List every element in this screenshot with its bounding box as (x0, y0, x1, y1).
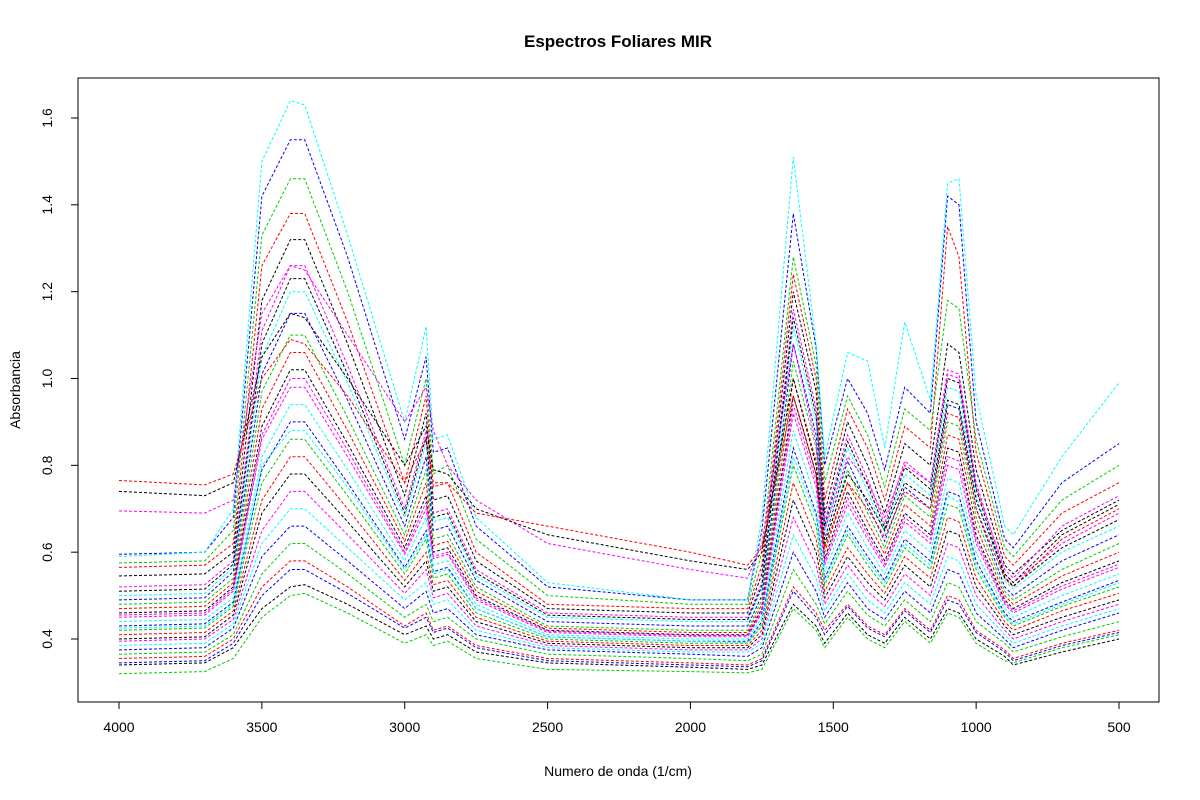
y-tick-label: 0.8 (39, 455, 55, 475)
spectrum-line-23 (118, 99, 1120, 601)
spectrum-line-28 (118, 569, 1120, 668)
spectrum-line-3 (118, 543, 1120, 662)
x-tick-label: 2000 (675, 719, 706, 735)
y-tick-label: 1.0 (39, 369, 55, 389)
spectrum-line-15 (118, 334, 1120, 631)
x-axis: 4000 3500 3000 2500 2000 1500 1000 500 (103, 701, 1131, 735)
chart-title: Espectros Foliares MIR (524, 32, 712, 51)
spectrum-line-9 (118, 438, 1120, 644)
x-axis-label: Numero de onda (1/cm) (544, 763, 692, 779)
spectrum-line-27 (118, 592, 1120, 675)
spectrum-line-2 (118, 560, 1120, 666)
plot-frame (77, 77, 1160, 703)
spectra-series-group (118, 99, 1120, 675)
x-tick-label: 1000 (961, 719, 992, 735)
spectrum-line-14 (118, 352, 1120, 633)
spectrum-line-25 (118, 312, 1120, 584)
spectrum-line-6 (118, 490, 1120, 651)
x-tick-label: 4000 (103, 719, 134, 735)
spectrum-line-8 (118, 456, 1120, 646)
spectrum-line-30 (118, 378, 1120, 636)
x-tick-label: 3000 (389, 719, 420, 735)
spectrum-line-22 (118, 139, 1120, 601)
y-axis: 0.4 0.6 0.8 1.0 1.2 1.4 1.6 (39, 108, 79, 649)
spectrum-line-4 (118, 525, 1120, 657)
spectrum-line-7 (118, 473, 1120, 649)
y-tick-label: 1.4 (39, 195, 55, 215)
spectrum-line-31 (118, 278, 1120, 620)
spectrum-line-16 (118, 312, 1120, 627)
y-tick-label: 1.2 (39, 282, 55, 302)
x-tick-label: 1500 (818, 719, 849, 735)
spectrum-line-19 (118, 239, 1120, 614)
y-axis-label: Absorbancia (7, 351, 23, 429)
y-tick-label: 0.6 (39, 542, 55, 562)
spectrum-line-29 (118, 430, 1120, 644)
spectrum-line-5 (118, 508, 1120, 653)
x-tick-label: 2500 (532, 719, 563, 735)
y-tick-label: 0.4 (39, 629, 55, 649)
y-tick-label: 1.6 (39, 108, 55, 128)
x-tick-label: 500 (1107, 719, 1131, 735)
spectrum-line-12 (118, 386, 1120, 638)
spectrum-line-1 (118, 584, 1120, 670)
x-tick-label: 3500 (246, 719, 277, 735)
spectrum-line-13 (118, 369, 1120, 636)
spectrum-line-11 (118, 404, 1120, 640)
spectrum-line-17 (118, 291, 1120, 623)
spectrum-line-24 (118, 265, 1120, 579)
spectrum-line-20 (118, 213, 1120, 610)
spectrum-line-10 (118, 421, 1120, 642)
